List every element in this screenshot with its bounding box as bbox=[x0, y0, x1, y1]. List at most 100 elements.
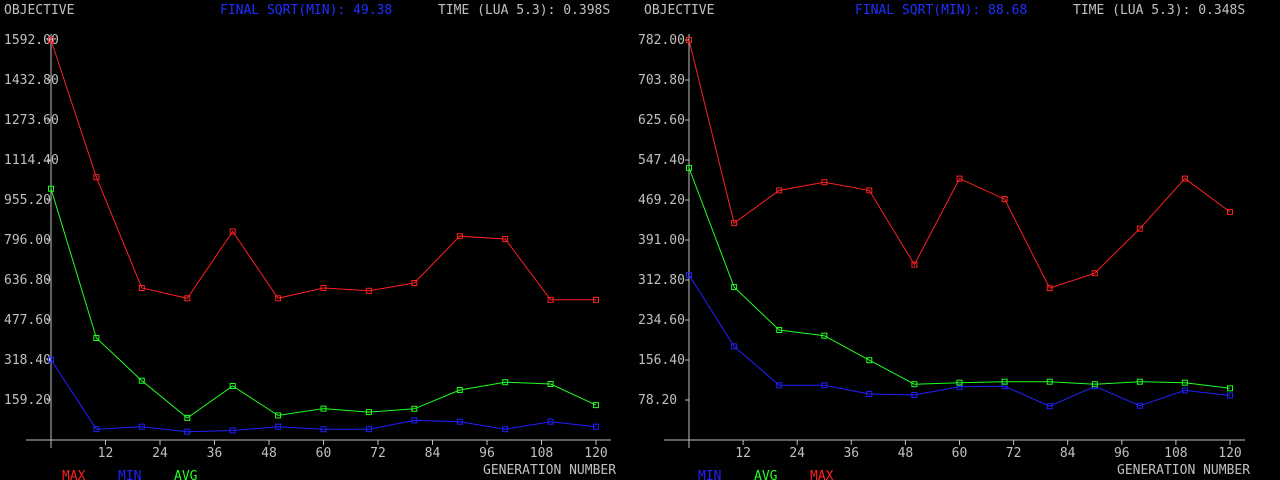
data-point-min bbox=[1181, 387, 1188, 394]
data-point-min bbox=[547, 418, 554, 425]
x-tick-label: 12 bbox=[735, 446, 751, 461]
data-point-max bbox=[93, 174, 100, 181]
data-point-max bbox=[502, 236, 509, 242]
chart-panel-1: OBJECTIVE FINAL SQRT(MIN): 49.38 TIME (LUA… bbox=[4, 3, 616, 480]
data-point-max bbox=[365, 287, 372, 294]
data-point-min bbox=[821, 382, 828, 389]
data-point-min bbox=[411, 417, 418, 424]
y-tick-label: 159.20 bbox=[4, 393, 51, 408]
data-point-max bbox=[821, 179, 828, 186]
data-point-avg bbox=[138, 377, 145, 384]
data-point-avg bbox=[686, 164, 692, 171]
data-point-avg bbox=[184, 414, 191, 421]
x-tick-label: 48 bbox=[261, 446, 277, 461]
data-point-min bbox=[956, 383, 963, 390]
final-sqrt-min: FINAL SQRT(MIN): 49.38 bbox=[220, 3, 392, 18]
data-point-max bbox=[1091, 270, 1098, 277]
data-point-min bbox=[593, 423, 599, 430]
y-tick-label: 1592.00 bbox=[4, 33, 59, 48]
y-tick-label: 547.40 bbox=[638, 153, 685, 168]
data-point-max bbox=[593, 296, 599, 303]
x-tick-label: 84 bbox=[1060, 446, 1076, 461]
y-tick-label: 469.20 bbox=[638, 193, 685, 208]
y-axis-title: OBJECTIVE bbox=[4, 3, 74, 18]
y-tick-label: 477.60 bbox=[4, 313, 51, 328]
x-tick-label: 36 bbox=[207, 446, 223, 461]
data-point-min bbox=[48, 356, 54, 363]
data-point-max bbox=[1227, 208, 1233, 215]
legend-avg: AVG bbox=[174, 469, 198, 480]
legend-avg: AVG bbox=[754, 469, 778, 480]
legend-max: MAX bbox=[810, 469, 834, 480]
data-point-avg bbox=[1136, 378, 1143, 385]
data-point-avg bbox=[776, 327, 783, 333]
x-tick-label: 72 bbox=[370, 446, 386, 461]
data-point-min bbox=[456, 418, 463, 425]
chart-panel-2: OBJECTIVE FINAL SQRT(MIN): 88.68 TIME (LUA… bbox=[638, 3, 1250, 480]
legend-max: MAX bbox=[62, 469, 86, 480]
y-tick-label: 312.80 bbox=[638, 273, 685, 288]
data-point-max bbox=[731, 220, 738, 227]
y-tick-label: 1432.80 bbox=[4, 73, 59, 88]
data-point-min bbox=[229, 427, 236, 434]
x-tick-label: 12 bbox=[98, 446, 114, 461]
data-point-avg bbox=[1046, 378, 1053, 385]
series-line-min bbox=[50, 359, 597, 433]
x-tick-label: 108 bbox=[1164, 446, 1187, 461]
data-point-avg bbox=[911, 381, 918, 388]
data-point-min bbox=[1046, 403, 1053, 410]
data-point-avg bbox=[502, 379, 509, 386]
data-point-avg bbox=[1001, 378, 1008, 385]
series-line-max bbox=[688, 39, 1231, 289]
final-sqrt-min: FINAL SQRT(MIN): 88.68 bbox=[855, 3, 1027, 18]
y-tick-label: 78.20 bbox=[638, 393, 677, 408]
data-point-max bbox=[1046, 285, 1053, 292]
data-point-min bbox=[184, 428, 191, 435]
data-point-max bbox=[275, 295, 282, 302]
data-point-min bbox=[686, 271, 692, 278]
x-axis-title: GENERATION NUMBER bbox=[1117, 463, 1250, 478]
y-axis-title: OBJECTIVE bbox=[644, 3, 714, 18]
data-point-avg bbox=[411, 405, 418, 412]
data-point-avg bbox=[1181, 379, 1188, 386]
data-point-avg bbox=[93, 335, 100, 341]
y-tick-label: 782.00 bbox=[638, 33, 685, 48]
data-point-min bbox=[731, 343, 738, 350]
data-point-max bbox=[229, 228, 236, 235]
data-point-min bbox=[275, 423, 282, 430]
data-point-min bbox=[911, 392, 918, 398]
data-point-avg bbox=[1091, 381, 1098, 388]
data-point-max bbox=[776, 187, 783, 194]
x-tick-label: 120 bbox=[584, 446, 607, 461]
data-point-min bbox=[776, 382, 783, 389]
data-point-avg bbox=[275, 412, 282, 419]
data-point-avg bbox=[866, 357, 873, 364]
data-point-min bbox=[502, 426, 509, 433]
data-point-min bbox=[93, 426, 100, 433]
x-tick-label: 96 bbox=[1114, 446, 1130, 461]
y-tick-label: 636.80 bbox=[4, 273, 51, 288]
data-point-max bbox=[1181, 175, 1188, 182]
y-tick-label: 318.40 bbox=[4, 353, 51, 368]
y-tick-label: 391.00 bbox=[638, 233, 685, 248]
y-tick-label: 156.40 bbox=[638, 353, 685, 368]
y-tick-label: 703.80 bbox=[638, 73, 685, 88]
data-point-max bbox=[686, 37, 692, 43]
data-point-min bbox=[138, 423, 145, 430]
data-point-min bbox=[320, 426, 327, 433]
data-point-max bbox=[411, 280, 418, 286]
data-point-min bbox=[1136, 402, 1143, 409]
y-tick-label: 955.20 bbox=[4, 193, 51, 208]
data-point-avg bbox=[1227, 385, 1233, 392]
data-point-max bbox=[138, 285, 145, 291]
x-tick-label: 24 bbox=[152, 446, 168, 461]
series-line-min bbox=[688, 274, 1231, 407]
data-point-max bbox=[456, 233, 463, 240]
x-tick-label: 72 bbox=[1006, 446, 1022, 461]
series-line-avg bbox=[50, 188, 597, 419]
data-point-min bbox=[1227, 392, 1233, 399]
data-point-max bbox=[547, 296, 554, 303]
y-tick-label: 234.60 bbox=[638, 313, 685, 328]
data-point-avg bbox=[365, 409, 372, 416]
